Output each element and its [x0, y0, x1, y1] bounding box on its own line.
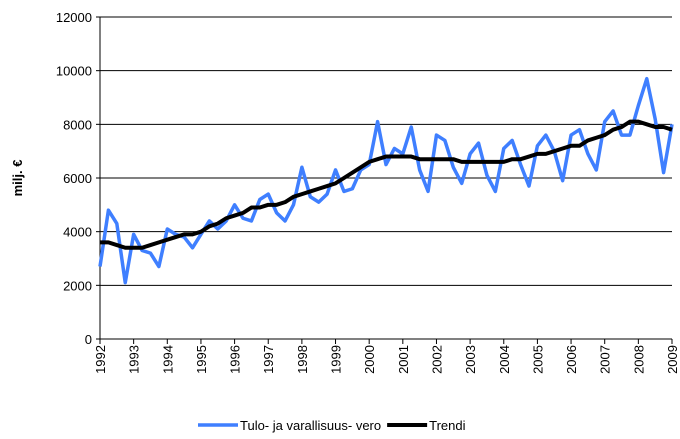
x-tick-label: 1997 — [261, 345, 276, 374]
y-tick-label: 2000 — [63, 278, 92, 293]
legend-label: Trendi — [429, 418, 465, 433]
x-tick-label: 2001 — [396, 345, 411, 374]
x-tick-label: 1996 — [228, 345, 243, 374]
x-tick-label: 2002 — [429, 345, 444, 374]
y-tick-label: 4000 — [63, 225, 92, 240]
series-line — [98, 76, 674, 285]
legend-label: Tulo- ja varallisuus- vero — [240, 418, 381, 433]
series-line — [100, 119, 673, 250]
y-tick-label: 12000 — [56, 10, 92, 25]
x-tick-label: 2000 — [362, 345, 377, 374]
y-tick-label: 10000 — [56, 64, 92, 79]
x-tick-label: 2009 — [665, 345, 680, 374]
x-tick-label: 1992 — [93, 345, 108, 374]
x-tick-label: 2005 — [530, 345, 545, 374]
y-axis-label: milj. € — [10, 160, 25, 197]
x-tick-label: 1999 — [329, 345, 344, 374]
y-tick-label: 6000 — [63, 171, 92, 186]
y-tick-label: 8000 — [63, 117, 92, 132]
x-tick-label: 2006 — [564, 345, 579, 374]
x-tick-label: 1995 — [194, 345, 209, 374]
x-tick-label: 2004 — [497, 345, 512, 374]
x-tick-label: 1994 — [160, 345, 175, 374]
x-tick-label: 2008 — [631, 345, 646, 374]
x-tick-label: 2003 — [463, 345, 478, 374]
y-tick-label: 0 — [85, 332, 92, 347]
x-tick-label: 1998 — [295, 345, 310, 374]
x-tick-label: 1993 — [127, 345, 142, 374]
x-tick-label: 2007 — [598, 345, 613, 374]
